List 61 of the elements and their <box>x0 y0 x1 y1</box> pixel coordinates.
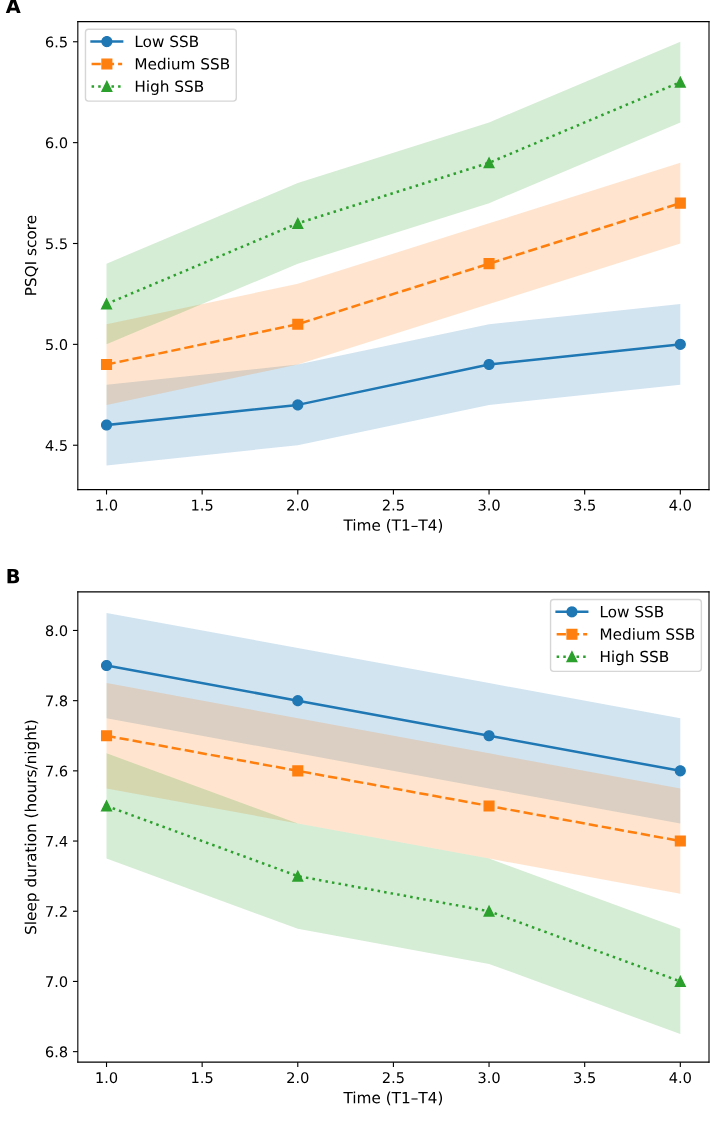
x-tick-label: 2.5 <box>382 499 404 511</box>
point <box>674 765 686 777</box>
y-tick-label: 7.8 <box>46 695 68 707</box>
legend-label: High SSB <box>135 80 204 95</box>
point <box>100 730 113 742</box>
point <box>100 800 113 812</box>
x-axis-title: Time (T1–T4) <box>343 1091 443 1106</box>
y-tick-label: 5.0 <box>46 339 68 351</box>
legend-label: Low SSB <box>600 605 664 618</box>
point <box>674 835 686 847</box>
x-tick-label: 3.5 <box>574 499 595 511</box>
y-tick-label: 7.6 <box>46 765 68 777</box>
y-tick-label: 6.0 <box>45 137 68 149</box>
y-tick-label: 6.5 <box>45 36 67 48</box>
x-tick-label: 3.0 <box>478 1072 500 1084</box>
legend-label: Medium SSB <box>600 628 695 640</box>
point <box>674 197 686 209</box>
x-tick-label: 1.0 <box>96 1072 118 1084</box>
x-tick-label: 1.0 <box>96 499 118 511</box>
point <box>674 338 686 350</box>
point <box>292 217 304 229</box>
point <box>292 695 304 707</box>
y-tick-label: 6.8 <box>45 1046 68 1058</box>
point <box>483 358 495 371</box>
y-tick-label: 7.0 <box>46 976 68 988</box>
x-tick-label: 2.0 <box>287 1072 309 1084</box>
point <box>674 76 686 88</box>
x-axis-title: Time (T1–T4) <box>343 519 443 533</box>
x-tick-label: 3.0 <box>478 499 500 511</box>
y-axis-title: PSQI score <box>24 215 39 295</box>
x-tick-label: 1.5 <box>192 1072 213 1084</box>
chart-title: B <box>7 569 20 584</box>
x-tick-label: 1.5 <box>192 499 213 511</box>
y-tick-label: 7.2 <box>46 905 67 917</box>
x-tick-label: 4.0 <box>669 499 691 511</box>
point <box>292 318 304 330</box>
point <box>100 298 113 310</box>
x-tick-label: 4.0 <box>669 1072 691 1084</box>
x-tick-label: 3.5 <box>574 1072 595 1084</box>
point <box>292 870 304 882</box>
y-tick-label: 4.5 <box>45 440 67 451</box>
legend-label: High SSB <box>600 650 669 666</box>
point <box>483 905 495 917</box>
point <box>483 258 495 270</box>
point <box>292 399 304 411</box>
point <box>483 800 495 812</box>
y-axis-title: Sleep duration (hours/night) <box>24 720 40 934</box>
legend-label: Low SSB <box>135 35 199 48</box>
point <box>100 419 113 431</box>
legend-label: Medium SSB <box>135 57 230 70</box>
point <box>100 660 113 672</box>
x-tick-label: 2.0 <box>287 499 309 511</box>
y-tick-label: 5.5 <box>46 238 67 250</box>
y-tick-label: 7.4 <box>46 835 68 847</box>
y-tick-label: 8.0 <box>45 625 68 637</box>
point <box>292 765 304 777</box>
point <box>483 157 495 169</box>
point <box>674 975 686 987</box>
point <box>100 358 113 371</box>
x-tick-label: 2.5 <box>382 1072 404 1084</box>
point <box>483 730 495 742</box>
